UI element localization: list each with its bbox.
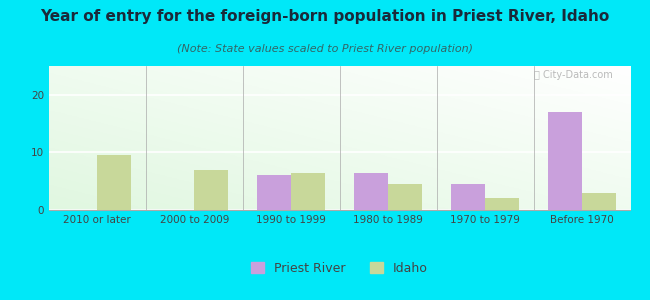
Bar [291,172,325,210]
Bar [354,172,388,210]
Bar [98,155,131,210]
Bar [194,170,228,210]
Bar [257,176,291,210]
Text: (Note: State values scaled to Priest River population): (Note: State values scaled to Priest Riv… [177,44,473,53]
Text: ⓘ City-Data.com: ⓘ City-Data.com [534,70,613,80]
Bar [451,184,485,210]
Legend: Priest River, Idaho: Priest River, Idaho [248,258,432,279]
Text: Year of entry for the foreign-born population in Priest River, Idaho: Year of entry for the foreign-born popul… [40,9,610,24]
Bar [582,193,616,210]
Bar [548,112,582,210]
Bar [388,184,422,210]
Bar [485,199,519,210]
